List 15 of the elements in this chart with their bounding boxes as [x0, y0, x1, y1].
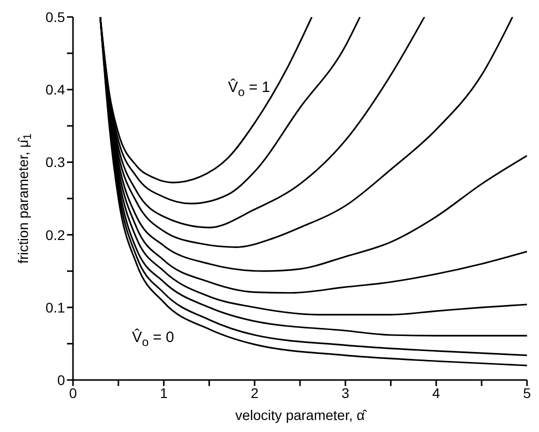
y-tick-label: 0.2	[46, 226, 66, 243]
y-tick-label: 0.5	[46, 8, 66, 25]
y-tick-label: 0.4	[46, 82, 66, 98]
x-tick-label: 0	[69, 384, 78, 401]
x-tick-label: 3	[342, 384, 350, 401]
x-axis-title: velocity parameter, α̂	[235, 407, 368, 423]
x-tick-label: 1	[160, 384, 168, 401]
x-tick-label: 4	[432, 384, 440, 401]
y-tick-label: 0.3	[46, 154, 66, 170]
annotation: V̂$_{o}$ = 1	[228, 78, 270, 99]
x-tick-label: 5	[523, 384, 532, 401]
x-tick-label: 2	[250, 384, 259, 401]
y-tick-label: 0.1	[46, 299, 66, 316]
annotation: V̂$_{o}$ = 0	[132, 328, 174, 349]
y-tick-label: 0	[57, 372, 66, 388]
